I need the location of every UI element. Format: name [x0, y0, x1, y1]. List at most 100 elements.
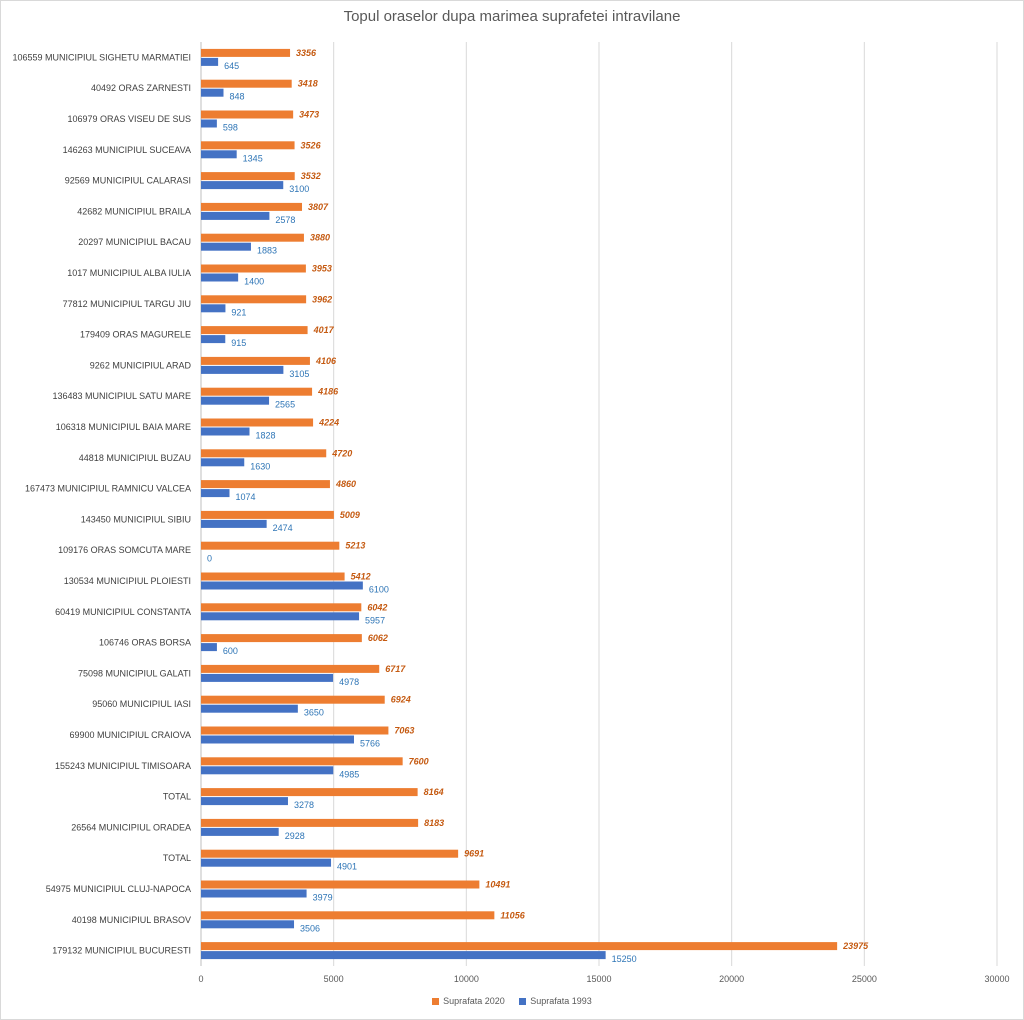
category-label: 106318 MUNICIPIUL BAIA MARE — [56, 422, 191, 432]
bar-2020 — [201, 387, 313, 396]
bar-2020 — [201, 510, 334, 519]
bar-2020 — [201, 726, 389, 735]
data-label-2020: 4017 — [313, 325, 335, 335]
data-label-1993: 1883 — [257, 246, 277, 256]
bar-2020 — [201, 79, 292, 88]
category-label: 40492 ORAS ZARNESTI — [91, 83, 191, 93]
data-label-1993: 3650 — [304, 708, 324, 718]
data-label-2020: 4224 — [318, 418, 339, 428]
data-label-2020: 4186 — [317, 387, 339, 397]
x-tick-label: 25000 — [852, 974, 877, 984]
bar-2020 — [201, 172, 295, 181]
data-label-1993: 1345 — [243, 153, 263, 163]
bar-2020 — [201, 664, 380, 673]
data-label-2020: 3953 — [312, 264, 332, 274]
bar-1993 — [201, 643, 217, 652]
data-label-2020: 3473 — [299, 110, 319, 120]
x-tick-label: 20000 — [719, 974, 744, 984]
data-label-1993: 848 — [230, 92, 245, 102]
category-label: 20297 MUNICIPIUL BACAU — [78, 237, 191, 247]
bar-1993 — [201, 119, 217, 128]
category-label: 95060 MUNICIPIUL IASI — [92, 699, 191, 709]
bar-1993 — [201, 797, 288, 806]
bar-1993 — [201, 335, 226, 344]
data-label-1993: 645 — [224, 61, 239, 71]
bar-2020 — [201, 326, 308, 335]
category-label: 130534 MUNICIPIUL PLOIESTI — [64, 576, 191, 586]
category-label: 54975 MUNICIPIUL CLUJ-NAPOCA — [46, 884, 191, 894]
data-label-2020: 3356 — [296, 48, 317, 58]
data-label-1993: 4978 — [339, 677, 359, 687]
data-label-2020: 6062 — [368, 633, 388, 643]
bar-1993 — [201, 889, 307, 898]
bar-1993 — [201, 519, 267, 528]
data-label-2020: 8164 — [424, 787, 444, 797]
data-label-2020: 8183 — [424, 818, 444, 828]
data-label-2020: 11056 — [500, 910, 525, 920]
bar-1993 — [201, 458, 245, 467]
data-label-1993: 1828 — [256, 431, 276, 441]
x-tick-label: 30000 — [984, 974, 1009, 984]
data-label-2020: 6042 — [367, 602, 387, 612]
bar-2020 — [201, 141, 295, 150]
category-label: TOTAL — [163, 792, 191, 802]
category-label: 75098 MUNICIPIUL GALATI — [78, 668, 191, 678]
data-label-2020: 3418 — [298, 79, 318, 89]
category-label: 146263 MUNICIPIUL SUCEAVA — [63, 145, 191, 155]
category-label: 106979 ORAS VISEU DE SUS — [67, 114, 191, 124]
category-label: 109176 ORAS SOMCUTA MARE — [58, 545, 191, 555]
data-label-1993: 598 — [223, 123, 238, 133]
data-label-2020: 4720 — [331, 448, 352, 458]
data-label-1993: 15250 — [612, 954, 637, 964]
bar-1993 — [201, 612, 360, 621]
bar-2020 — [201, 233, 304, 242]
category-label: 69900 MUNICIPIUL CRAIOVA — [69, 730, 191, 740]
category-label: 136483 MUNICIPIUL SATU MARE — [52, 391, 191, 401]
legend-item-2020: Suprafata 2020 — [432, 996, 505, 1006]
data-label-1993: 5957 — [365, 615, 385, 625]
bar-2020 — [201, 757, 403, 766]
data-label-1993: 600 — [223, 646, 238, 656]
data-label-2020: 6924 — [391, 695, 411, 705]
bar-2020 — [201, 849, 459, 858]
bar-2020 — [201, 480, 330, 489]
category-label: 143450 MUNICIPIUL SIBIU — [81, 514, 191, 524]
bar-2020 — [201, 449, 327, 458]
category-label: 44818 MUNICIPIUL BUZAU — [79, 453, 191, 463]
data-label-2020: 10491 — [485, 880, 510, 890]
bar-2020 — [201, 572, 345, 581]
data-label-2020: 4860 — [335, 479, 356, 489]
bar-1993 — [201, 150, 237, 159]
legend-item-1993: Suprafata 1993 — [519, 996, 592, 1006]
bar-1993 — [201, 211, 270, 220]
data-label-1993: 5766 — [360, 739, 380, 749]
bar-1993 — [201, 581, 363, 590]
data-label-1993: 3979 — [313, 893, 333, 903]
bar-2020 — [201, 942, 838, 951]
bar-2020 — [201, 818, 419, 827]
data-label-1993: 921 — [231, 307, 246, 317]
category-label: 77812 MUNICIPIUL TARGU JIU — [63, 299, 191, 309]
bar-2020 — [201, 880, 480, 889]
data-label-1993: 3506 — [300, 923, 320, 933]
data-label-2020: 3962 — [312, 294, 332, 304]
data-label-1993: 6100 — [369, 585, 389, 595]
bar-1993 — [201, 57, 219, 66]
data-label-2020: 23975 — [842, 941, 869, 951]
x-tick-label: 15000 — [586, 974, 611, 984]
legend-swatch-2020 — [432, 998, 440, 1006]
data-label-1993: 1400 — [244, 277, 264, 287]
category-label: 9262 MUNICIPIUL ARAD — [90, 360, 192, 370]
data-label-2020: 3807 — [308, 202, 329, 212]
data-label-2020: 6717 — [385, 664, 406, 674]
x-tick-label: 5000 — [324, 974, 344, 984]
data-label-1993: 915 — [231, 338, 246, 348]
bar-1993 — [201, 181, 284, 190]
bar-2020 — [201, 264, 306, 273]
bar-1993 — [201, 304, 226, 313]
category-label: 1017 MUNICIPIUL ALBA IULIA — [67, 268, 191, 278]
bar-1993 — [201, 951, 606, 960]
data-label-2020: 5412 — [351, 572, 371, 582]
category-label: 179409 ORAS MAGURELE — [80, 330, 191, 340]
bar-1993 — [201, 735, 354, 744]
